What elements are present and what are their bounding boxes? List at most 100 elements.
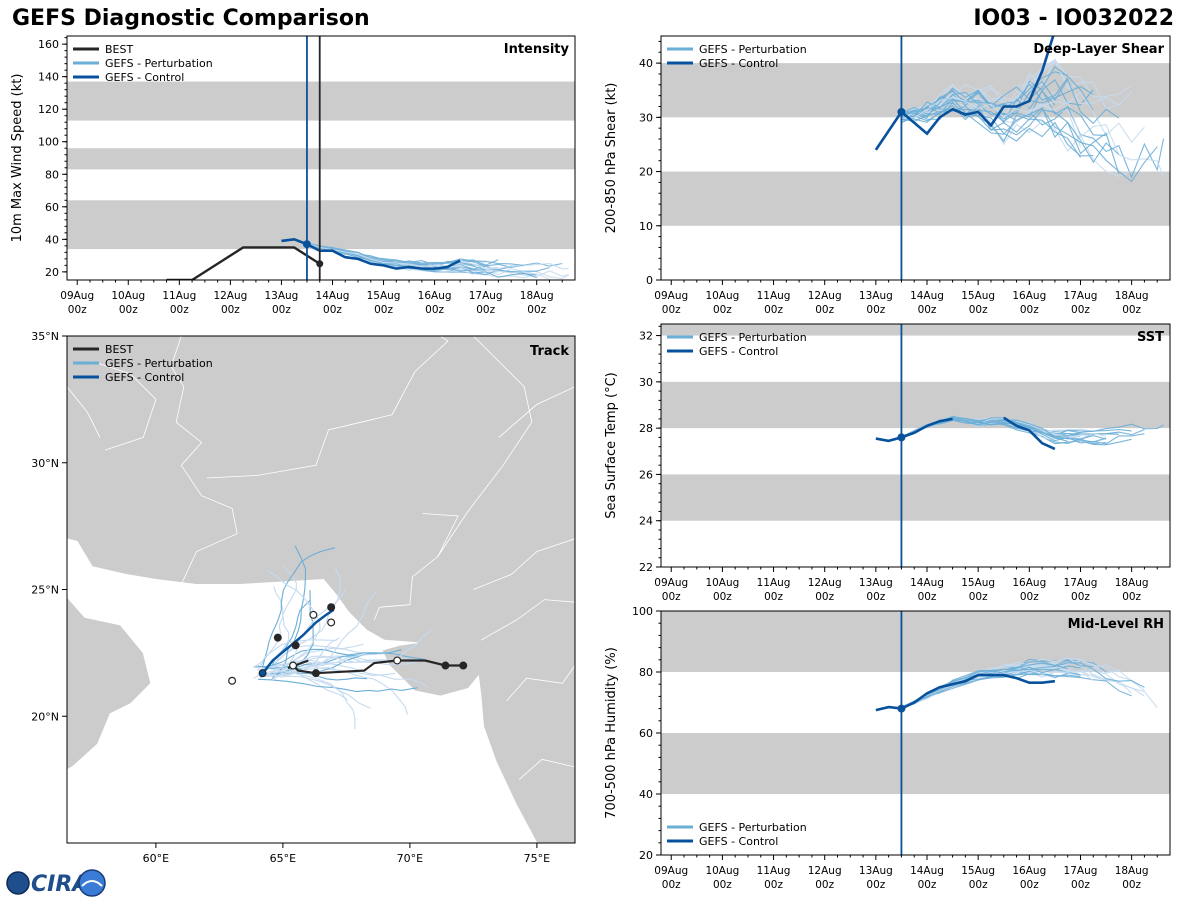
legend-label: GEFS - Control [699, 835, 778, 848]
x-tick-label: 00z [969, 591, 988, 603]
y-axis-label: 10m Max Wind Speed (kt) [10, 74, 25, 243]
x-tick-label: 00z [374, 304, 393, 316]
x-tick-label: 10Aug [111, 290, 145, 302]
x-tick-label: 09Aug [654, 290, 688, 302]
y-tick-label: 20 [45, 266, 59, 279]
x-tick-label: 12Aug [808, 865, 842, 877]
x-tick-label: 00z [1122, 879, 1141, 891]
x-tick-label: 00z [918, 591, 937, 603]
perturbation-line [306, 243, 569, 280]
x-tick-label: 00z [866, 304, 885, 316]
x-tick-label: 11Aug [757, 865, 791, 877]
perturbation-track [269, 590, 314, 675]
control-position-marker [327, 618, 336, 627]
perturbation-line [901, 77, 1069, 118]
x-tick-label: 00z [323, 304, 342, 316]
x-tick-label: 00z [713, 879, 732, 891]
x-tick-label: 13Aug [859, 577, 893, 589]
x-tick-label: 11Aug [757, 290, 791, 302]
x-tick-label: 00z [527, 304, 546, 316]
x-tick-label: 10Aug [705, 290, 739, 302]
threshold-band [67, 200, 575, 250]
x-tick-label: 13Aug [859, 290, 893, 302]
x-tick-label: 16Aug [418, 290, 452, 302]
x-tick-label: 11Aug [162, 290, 196, 302]
perturbation-track [269, 652, 375, 675]
x-tick-label: 00z [662, 879, 681, 891]
perturbation-line [901, 97, 1069, 119]
control-position-marker [258, 669, 267, 678]
perturbation-line [306, 242, 524, 266]
lon-tick-label: 60°E [143, 852, 169, 865]
panel-intensity: 20 40 60 80 100 120 140 160 09Aug 00z 10Aug 00z 11Au… [10, 35, 576, 316]
y-tick-label: 22 [639, 561, 653, 574]
country-border [473, 538, 575, 590]
x-tick-label: 00z [272, 304, 291, 316]
x-tick-label: 11Aug [757, 577, 791, 589]
x-tick-label: 15Aug [367, 290, 401, 302]
plot-frame [660, 323, 1171, 568]
x-tick-label: 00z [713, 304, 732, 316]
plot-area [661, 324, 1170, 521]
x-tick-label: 18Aug [520, 290, 554, 302]
x-tick-label: 17Aug [1064, 290, 1098, 302]
y-tick-label: 60 [639, 727, 653, 740]
perturbation-line [901, 95, 1165, 177]
lon-tick-label: 70°E [397, 852, 423, 865]
y-tick-label: 20 [639, 849, 653, 862]
x-tick-label: 17Aug [1064, 865, 1098, 877]
y-axis-label: 700-500 hPa Humidity (%) [604, 647, 619, 819]
x-tick-label: 00z [1122, 591, 1141, 603]
plot-area [661, 36, 1170, 226]
x-tick-label: 12Aug [213, 290, 247, 302]
control-position-marker [327, 603, 336, 612]
perturbation-track [262, 570, 321, 677]
init-marker [897, 107, 906, 116]
x-tick-label: 00z [1071, 304, 1090, 316]
x-tick-label: 17Aug [1064, 577, 1098, 589]
x-tick-label: 15Aug [961, 577, 995, 589]
y-axis-label: Sea Surface Temp (°C) [604, 372, 619, 519]
x-tick-label: 18Aug [1115, 865, 1149, 877]
perturbation-line [901, 105, 1120, 164]
storm-id: IO03 - IO032022 [973, 6, 1174, 31]
x-tick-label: 14Aug [910, 865, 944, 877]
lon-tick-label: 65°E [270, 852, 296, 865]
x-tick-label: 13Aug [264, 290, 298, 302]
country-border [67, 386, 101, 438]
perturbation-line [901, 101, 1094, 157]
panel-rh: 20 40 60 80 100 09Aug 00z 10Aug 00z 11Aug 00z 12Aug… [604, 605, 1171, 891]
y-tick-label: 28 [639, 422, 653, 435]
x-tick-label: 00z [1020, 304, 1039, 316]
x-tick-label: 00z [815, 304, 834, 316]
x-tick-label: 18Aug [1115, 577, 1149, 589]
country-border [92, 361, 157, 451]
x-tick-label: 12Aug [808, 577, 842, 589]
perturbation-line [901, 85, 1094, 119]
y-tick-label: 26 [639, 468, 653, 481]
lon-tick-label: 75°E [524, 852, 550, 865]
x-tick-label: 13Aug [859, 865, 893, 877]
control-line [875, 673, 1056, 712]
best-line [166, 246, 321, 280]
country-border [206, 336, 449, 479]
control-line [281, 238, 461, 270]
threshold-band [661, 474, 1170, 521]
x-tick-label: 00z [662, 304, 681, 316]
x-tick-label: 00z [713, 591, 732, 603]
y-tick-label: 0 [646, 274, 653, 287]
control-line [875, 417, 953, 443]
perturbation-line [900, 58, 1119, 122]
perturbation-track [261, 547, 335, 668]
cira-logo: CIRA [4, 866, 114, 904]
threshold-band [661, 381, 1170, 429]
panel-title: Mid-Level RH [1068, 617, 1164, 632]
x-tick-label: 00z [425, 304, 444, 316]
panel-title: SST [1137, 330, 1164, 345]
legend-label: GEFS - Control [105, 371, 184, 384]
x-tick-label: 09Aug [654, 577, 688, 589]
threshold-band [661, 733, 1170, 794]
y-tick-label: 40 [639, 57, 653, 70]
x-tick-label: 00z [969, 304, 988, 316]
